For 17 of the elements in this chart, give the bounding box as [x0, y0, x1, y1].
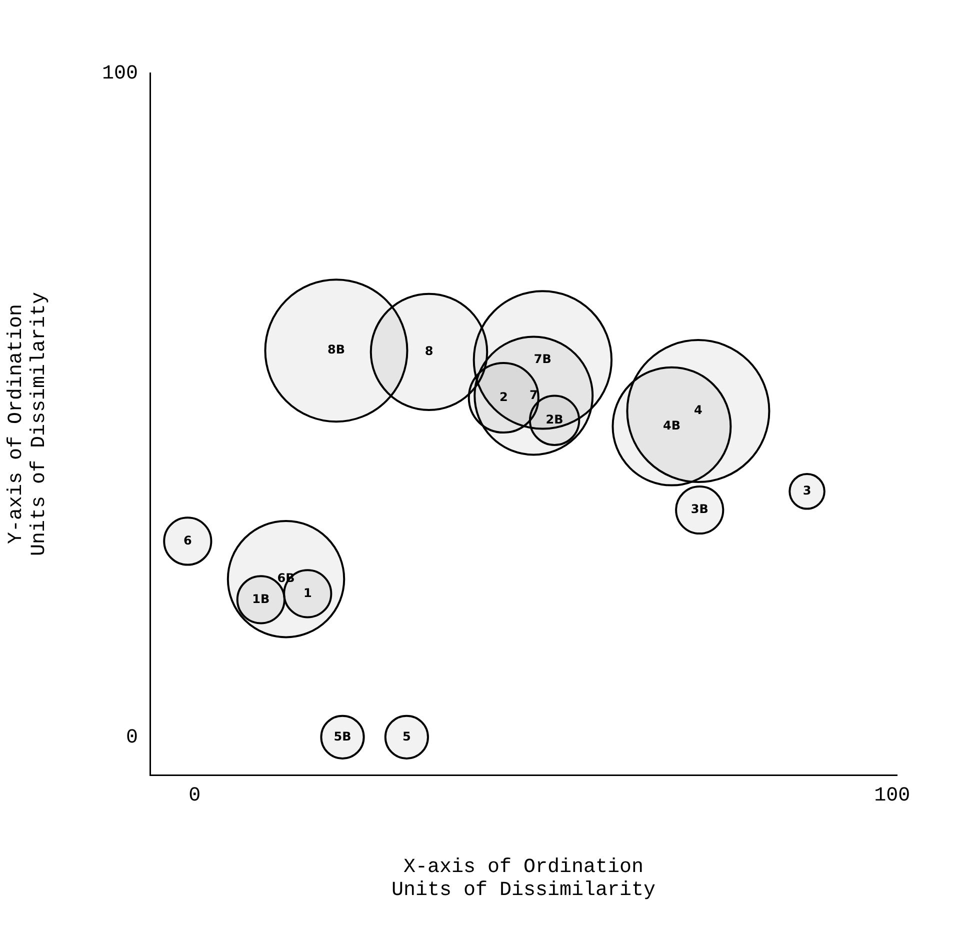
series-label: 1B [252, 592, 270, 606]
series-label: 6 [183, 533, 192, 548]
series-label: 5 [402, 729, 411, 744]
series-label: 3B [690, 502, 708, 516]
x-axis-title: X-axis of Ordination Units of Dissimilarity [391, 856, 656, 902]
series-label: 7 [529, 388, 538, 402]
series-label: 3 [802, 484, 812, 498]
series-label: 1 [303, 586, 312, 600]
series-label: 8 [424, 344, 434, 358]
series-label: 2B [546, 412, 564, 426]
series-label: 2 [499, 390, 508, 404]
series-label: 5B [334, 729, 352, 744]
y-axis-title: Y-axis of Ordination Units of Dissimilarity [4, 292, 51, 556]
series-label: 7B [534, 352, 552, 366]
series-label: 4 [694, 403, 702, 418]
series-label: 4B [662, 418, 680, 432]
series-label: 8B [327, 342, 345, 357]
